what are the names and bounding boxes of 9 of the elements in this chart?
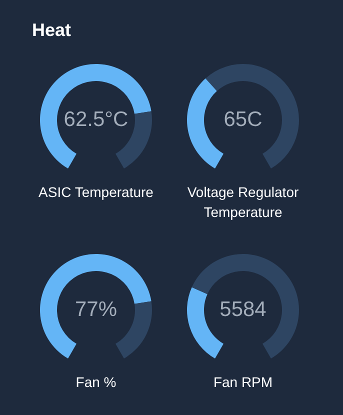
text: Heat [32, 20, 72, 41]
text: Fan % [76, 374, 116, 390]
text: 65C [224, 108, 262, 131]
text: ASIC Temperature [38, 184, 154, 200]
text: Voltage Regulator Temperature [187, 184, 299, 220]
text: 77% [74, 298, 118, 321]
text: 5584 [220, 298, 267, 321]
text: 62.5°C [64, 108, 128, 131]
text: Fan RPM [213, 374, 273, 390]
